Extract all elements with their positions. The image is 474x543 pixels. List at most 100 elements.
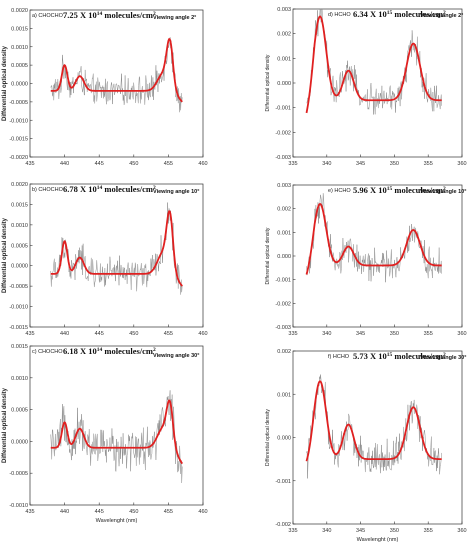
panel-label: e) HCHO	[328, 188, 351, 194]
panel-label: a) CHOCHO	[32, 13, 64, 19]
fitted-spectrum-line	[50, 399, 184, 465]
y-axis-label: Differential optical density	[2, 45, 8, 121]
concentration-label: 6.78 X 1014 molecules/cm2	[63, 184, 156, 194]
fitted-spectrum-line	[50, 210, 183, 287]
measured-spectrum-line	[50, 390, 183, 484]
y-tick-label: 0.0000	[11, 264, 28, 270]
y-tick-label: -0.003	[275, 155, 291, 161]
x-tick-label: 450	[129, 509, 138, 515]
y-tick-label: 0.0005	[11, 243, 28, 249]
x-tick-label: 460	[198, 331, 207, 337]
x-tick-label: 440	[60, 509, 69, 515]
viewing-angle-label: Viewing angle 30°	[420, 355, 466, 361]
x-tick-label: 440	[60, 331, 69, 337]
x-tick-label: 455	[164, 331, 173, 337]
y-tick-label: -0.002	[275, 130, 291, 136]
y-tick-label: 0.0015	[11, 202, 28, 208]
x-tick-label: 350	[390, 331, 399, 337]
y-tick-label: 0.002	[277, 207, 291, 213]
y-tick-label: -0.0005	[9, 284, 28, 290]
y-axis-label: Differential optical density	[265, 409, 271, 466]
x-tick-label: 355	[424, 528, 433, 534]
y-tick-label: 0.0010	[11, 376, 28, 382]
y-tick-label: 0.003	[277, 183, 291, 189]
measured-spectrum-line	[50, 37, 183, 113]
x-tick-label: 435	[25, 161, 34, 167]
x-tick-label: 460	[198, 509, 207, 515]
y-tick-label: -0.0015	[9, 325, 28, 331]
y-tick-label: 0.002	[277, 32, 291, 38]
y-tick-label: -0.0015	[9, 137, 28, 143]
x-tick-label: 435	[25, 331, 34, 337]
viewing-angle-label: Viewing angle 30°	[153, 353, 199, 359]
viewing-angle-label: Viewing angle 10°	[420, 189, 466, 195]
x-tick-label: 355	[424, 161, 433, 167]
measured-spectrum-line	[306, 374, 442, 479]
x-tick-label: 350	[390, 528, 399, 534]
panel-label: c) CHOCHO	[32, 349, 63, 355]
viewing-angle-label: Viewing angle 10°	[153, 189, 199, 195]
fitted-spectrum-line	[305, 15, 442, 114]
x-tick-label: 360	[457, 528, 466, 534]
y-tick-label: -0.002	[275, 301, 291, 307]
y-tick-label: -0.0020	[9, 155, 28, 161]
x-tick-label: 345	[356, 161, 365, 167]
y-tick-label: -0.0005	[9, 471, 28, 477]
y-tick-label: 0.003	[277, 7, 291, 13]
concentration-label: 5.73 X 1015 molecules/cm2	[353, 351, 446, 361]
fitted-spectrum-line	[305, 380, 442, 462]
y-tick-label: 0.0000	[11, 82, 28, 88]
y-axis-label: Differential optical density	[265, 227, 271, 284]
concentration-label: 6.18 X 1014 molecules/cm2	[63, 346, 156, 356]
panel-d: -0.003 -0.002 -0.001 0.000 0.001 0.002 0.003 33…	[265, 7, 467, 167]
panel-label: d) HCHO	[328, 12, 351, 18]
measured-spectrum-line	[306, 193, 442, 283]
fitted-spectrum-line	[50, 38, 183, 103]
y-tick-label: -0.0010	[9, 118, 28, 124]
y-tick-label: 0.0020	[11, 8, 28, 14]
panel-b: -0.0015 -0.0010 -0.0005 0.0000 0.0005 0.0010 0…	[2, 182, 208, 337]
y-tick-label: 0.001	[277, 230, 291, 236]
y-axis-label: Differential optical density	[265, 54, 271, 111]
x-axis-label: Wavelenght (nm)	[357, 537, 399, 543]
fitted-spectrum-line	[305, 203, 442, 275]
plot-frame	[29, 345, 204, 506]
x-tick-label: 445	[95, 509, 104, 515]
x-tick-label: 345	[356, 528, 365, 534]
y-tick-label: -0.0010	[9, 503, 28, 509]
y-tick-label: -0.001	[275, 479, 291, 485]
x-tick-label: 360	[457, 161, 466, 167]
x-tick-label: 450	[129, 331, 138, 337]
x-tick-label: 435	[25, 509, 34, 515]
concentration-label: 5.96 X 1015 molecules/cm2	[353, 185, 446, 195]
panel-e: -0.003 -0.002 -0.001 0.000 0.001 0.002 0.003 33…	[265, 183, 467, 337]
x-tick-label: 335	[288, 161, 297, 167]
y-tick-label: -0.001	[275, 106, 291, 112]
y-tick-label: 0.001	[277, 392, 291, 398]
concentration-label: 7.25 X 1014 molecules/cm2	[63, 10, 156, 20]
viewing-angle-label: Viewing angle 2°	[153, 15, 196, 21]
panel-f: -0.002 -0.001 0.000 0.001 0.002 335 340 345 350 3…	[265, 349, 467, 543]
y-tick-label: 0.0010	[11, 45, 28, 51]
y-tick-label: -0.001	[275, 278, 291, 284]
viewing-angle-label: Viewing angle 2°	[420, 13, 463, 19]
y-axis-label: Differential optical density	[2, 387, 8, 463]
plot-frame	[292, 350, 463, 525]
x-tick-label: 335	[288, 331, 297, 337]
y-tick-label: -0.0005	[9, 100, 28, 106]
x-tick-label: 340	[322, 331, 331, 337]
panel-a: -0.0020 -0.0015 -0.0010 -0.0005 0.0000 0.0005…	[2, 8, 208, 167]
y-tick-label: -0.0010	[9, 305, 28, 311]
x-axis-label: Wavelenght (nm)	[96, 518, 138, 524]
x-tick-label: 340	[322, 528, 331, 534]
y-tick-label: 0.0000	[11, 439, 28, 445]
y-tick-label: 0.0020	[11, 182, 28, 188]
y-tick-label: 0.0005	[11, 408, 28, 414]
y-tick-label: 0.0005	[11, 63, 28, 69]
y-tick-label: 0.002	[277, 349, 291, 355]
y-tick-label: 0.000	[277, 81, 291, 87]
panel-label: b) CHOCHO	[32, 187, 64, 193]
y-tick-label: 0.0010	[11, 223, 28, 229]
y-tick-label: -0.002	[275, 522, 291, 528]
